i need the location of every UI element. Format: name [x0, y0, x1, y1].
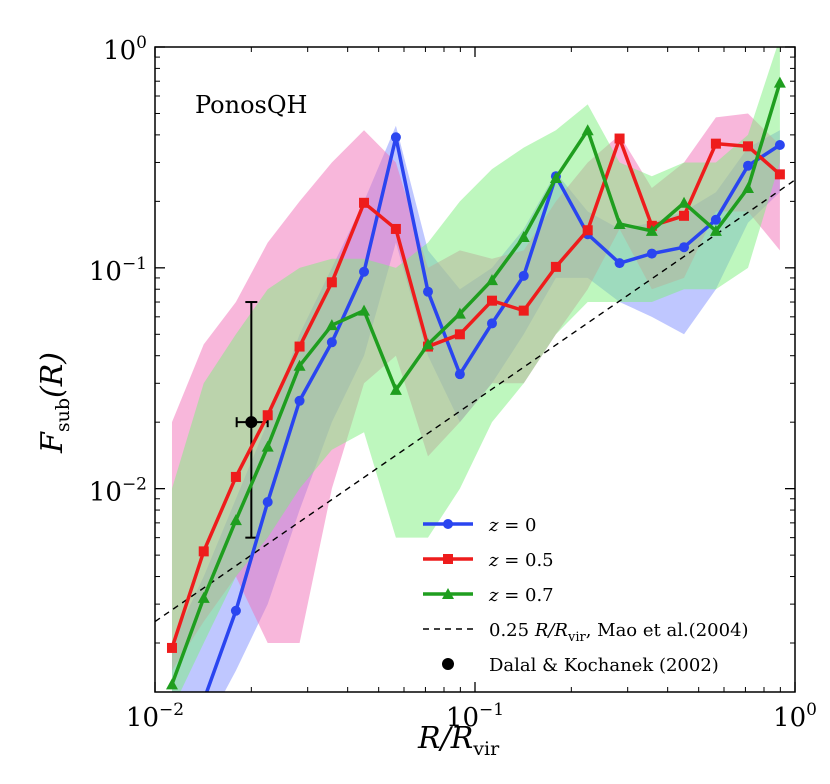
data-point-z-0.7-3: [261, 440, 274, 452]
data-point-z-0.7-5: [325, 319, 338, 331]
data-point-z-0-19: [774, 139, 785, 150]
data-point-z-0-7: [390, 132, 401, 143]
y-tick-label-2: 100: [103, 33, 147, 66]
data-point-z-0.7-9: [453, 307, 466, 319]
legend: z = 0 z = 0.5 z = 0.7 0.25 R/Rvir, Mao et a…: [423, 515, 749, 676]
y-tick-label-0: 10−2: [89, 475, 147, 508]
series-line-z-0: [204, 135, 781, 692]
legend-label-observation: Dalal & Kochanek (2002): [489, 655, 719, 676]
data-point-z-0.5-11: [518, 305, 529, 316]
data-point-z-0.7-17: [709, 224, 722, 236]
svg-text:R/Rvir: R/Rvir: [417, 721, 500, 760]
reference-line-mao-2004: [155, 179, 795, 623]
legend-label-z-0: z = 0: [488, 515, 536, 536]
data-point-z-0.5-9: [454, 329, 465, 340]
data-point-z-0-3: [262, 497, 273, 508]
data-point-z-0-8: [422, 286, 433, 297]
data-point-z-0.7-15: [645, 224, 658, 236]
y-axis-label: Fsub(R): [35, 352, 74, 454]
data-point-z-0-4: [294, 395, 305, 406]
series-line-z-0.5: [170, 136, 782, 649]
observation-point: [245, 416, 258, 429]
data-point-z-0.5-6: [359, 197, 370, 208]
legend-marker-observation: [442, 658, 454, 670]
data-point-z-0-18: [742, 160, 753, 171]
legend-marker-z-0.7: [442, 588, 454, 599]
legend-label-reference: 0.25 R/Rvir, Mao et al.(2004): [489, 620, 749, 645]
data-point-z-0-6: [359, 266, 370, 277]
data-point-z-0.7-6: [358, 304, 371, 316]
data-point-z-0.7-0: [165, 678, 178, 690]
data-point-z-0.5-17: [710, 138, 721, 149]
x-axis-label: R/Rvir: [417, 721, 500, 760]
data-point-z-0.7-4: [293, 359, 306, 371]
data-point-z-0.5-12: [550, 261, 561, 272]
data-point-z-0.5-19: [774, 169, 785, 180]
data-point-z-0.5-0: [166, 642, 177, 653]
data-point-z-0.5-3: [262, 410, 273, 421]
data-point-z-0-9: [454, 369, 465, 380]
data-point-z-0.7-7: [389, 383, 402, 395]
data-point-z-0.7-14: [613, 217, 626, 229]
x-tick-label-0: 10−2: [126, 700, 184, 733]
data-point-z-0.7-18: [741, 181, 754, 193]
data-point-z-0-14: [614, 258, 625, 269]
x-tick-label-1: 10−1: [446, 700, 504, 733]
uncertainty-bands: [171, 47, 780, 692]
data-point-z-0.5-2: [230, 471, 241, 482]
annotation-label: PonosQH: [195, 91, 307, 119]
data-point-z-0.7-13: [581, 124, 594, 136]
data-point-z-0.5-7: [390, 223, 401, 234]
data-point-z-0.5-10: [486, 295, 497, 306]
data-point-z-0-5: [326, 337, 337, 348]
x-tick-label-2: 100: [773, 700, 817, 733]
data-point-z-0.5-18: [742, 141, 753, 152]
data-point-z-0-11: [518, 270, 529, 281]
legend-marker-z-0: [443, 519, 453, 529]
data-point-z-0-16: [679, 242, 690, 253]
data-point-z-0.7-10: [485, 274, 498, 286]
data-point-z-0.5-14: [614, 133, 625, 144]
data-point-z-0.5-5: [326, 277, 337, 288]
data-point-z-0.5-13: [582, 225, 593, 236]
data-point-z-0-0: [167, 739, 177, 749]
data-point-z-0-1: [199, 695, 209, 705]
legend-marker-z-0.5: [443, 554, 453, 564]
data-lines: [155, 76, 795, 749]
data-point-z-0-17: [710, 214, 721, 225]
data-point-z-0.7-12: [549, 172, 562, 184]
data-point-z-0.7-16: [678, 196, 691, 208]
data-point-z-0.7-1: [197, 591, 210, 603]
data-point-z-0.7-11: [517, 230, 530, 242]
legend-label-z-0.7: z = 0.7: [488, 585, 554, 606]
data-point-z-0-10: [486, 318, 497, 329]
legend-label-z-0.5: z = 0.5: [488, 550, 554, 571]
svg-text:Fsub(R): Fsub(R): [35, 352, 74, 454]
data-point-z-0.5-4: [294, 341, 305, 352]
y-tick-label-1: 10−1: [89, 254, 147, 287]
axis-ticks: 10−2 10−1 100 10−2 10−1 100: [89, 33, 817, 733]
data-point-z-0.5-1: [198, 546, 209, 557]
data-point-z-0-15: [646, 248, 657, 259]
band-z-0.7: [171, 47, 780, 692]
data-point-z-0-2: [230, 605, 241, 616]
data-point-z-0.7-2: [229, 514, 242, 526]
data-point-z-0.7-19: [773, 76, 786, 88]
data-point-z-0.7-8: [421, 338, 434, 350]
data-point-z-0.5-16: [679, 210, 690, 221]
